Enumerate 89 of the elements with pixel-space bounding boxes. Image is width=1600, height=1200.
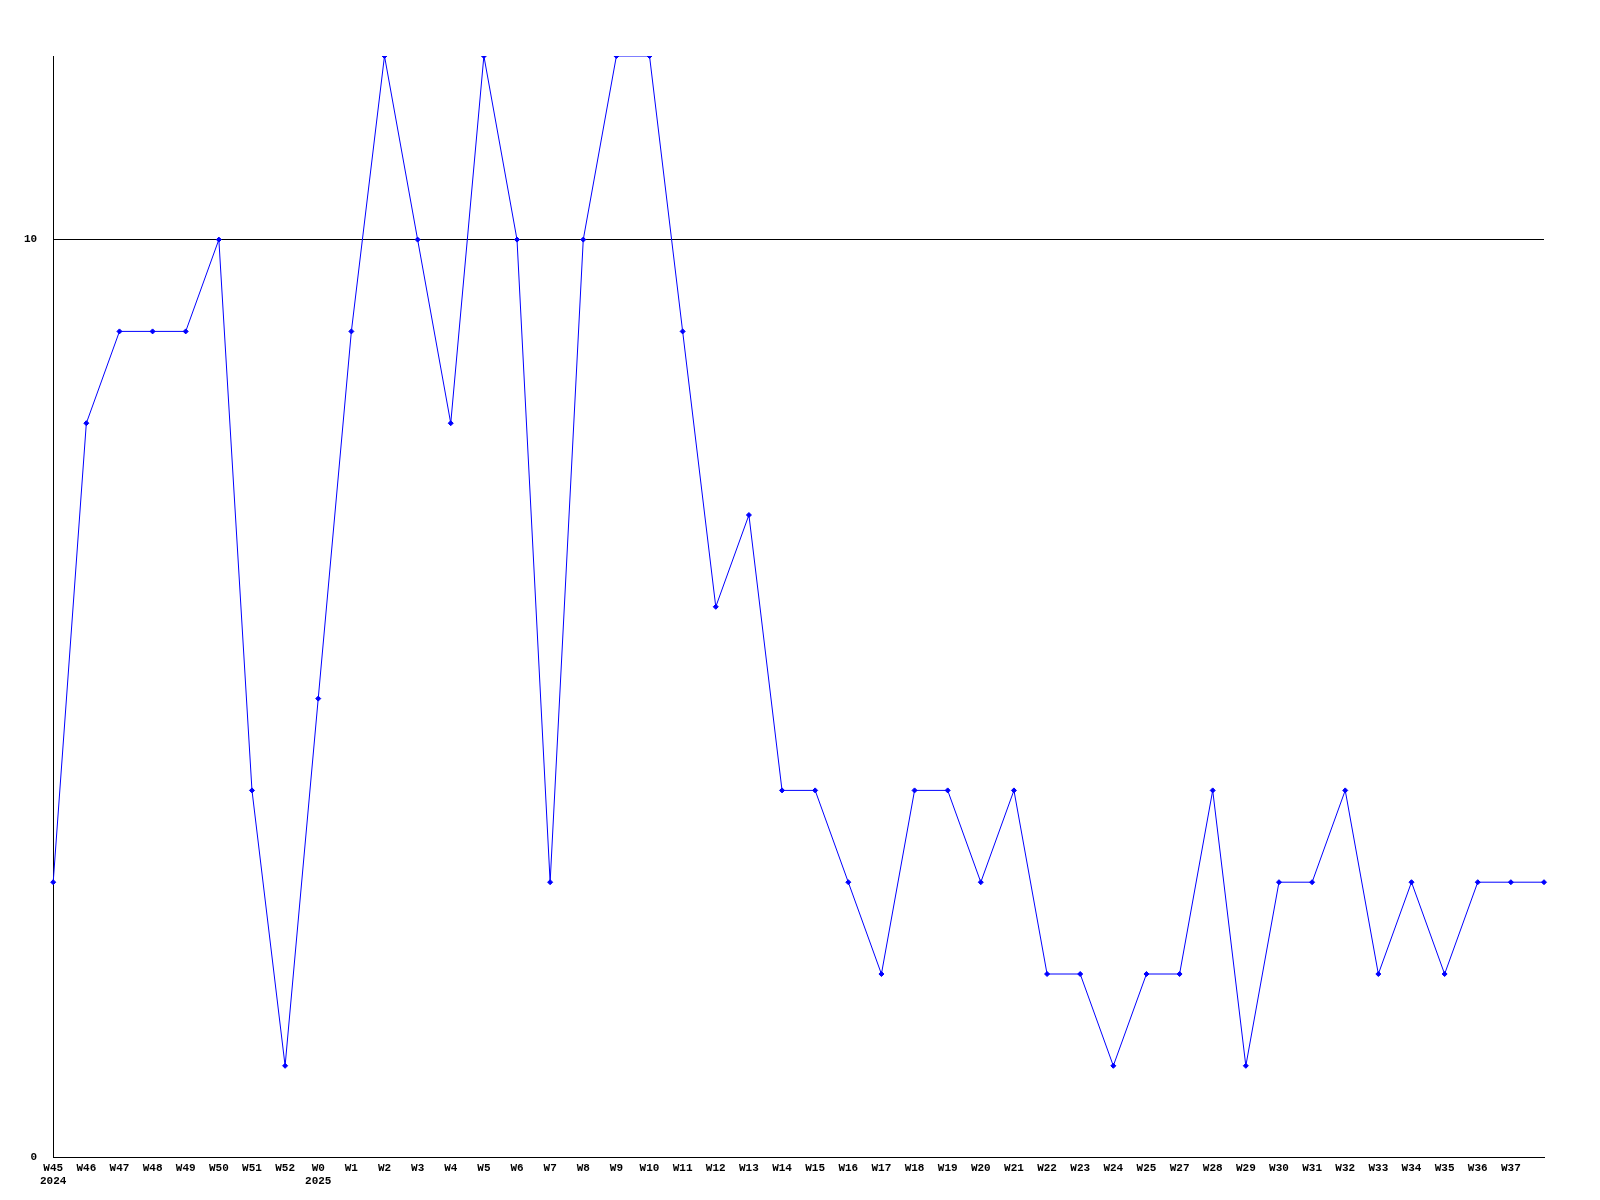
point	[1507, 879, 1514, 886]
point	[248, 787, 255, 794]
point	[414, 236, 421, 243]
point	[812, 787, 819, 794]
point	[1209, 787, 1216, 794]
x-tick-label: W12	[705, 1161, 726, 1174]
x-tick-label: W13	[739, 1161, 760, 1174]
x-tick-label: W49	[175, 1161, 196, 1174]
x-tick-label: W27	[1169, 1161, 1190, 1174]
x-tick-label: W2	[377, 1161, 392, 1174]
point	[149, 328, 156, 335]
x-tick-label: W25	[1136, 1161, 1157, 1174]
point	[1441, 971, 1448, 977]
x-tick-label: W45 2024	[40, 1161, 67, 1188]
x-tick-label: W47	[109, 1161, 130, 1174]
point	[1375, 971, 1382, 977]
point	[944, 787, 951, 794]
point	[1408, 879, 1415, 886]
x-tick-label: W18	[904, 1161, 925, 1174]
x-tick-label: W34	[1401, 1161, 1422, 1174]
x-tick-label: W23	[1070, 1161, 1091, 1174]
point	[1541, 879, 1547, 886]
x-tick-label: W8	[576, 1161, 591, 1174]
point	[514, 236, 521, 243]
point	[547, 879, 554, 886]
point	[1275, 879, 1282, 886]
point	[845, 879, 852, 886]
point	[1242, 1062, 1249, 1069]
x-tick-label: W31	[1302, 1161, 1323, 1174]
point	[1342, 787, 1349, 794]
x-tick-label: W50	[208, 1161, 229, 1174]
x-tick-label: W32	[1335, 1161, 1356, 1174]
point	[1474, 879, 1481, 886]
x-tick-label: W37	[1500, 1161, 1521, 1174]
point	[580, 236, 587, 243]
x-tick-label: W35	[1434, 1161, 1455, 1174]
x-tick-label: W22	[1037, 1161, 1057, 1174]
x-tick-label: W17	[871, 1161, 892, 1174]
y-tick-label: 0	[30, 1151, 38, 1164]
x-tick-label: W19	[937, 1161, 958, 1174]
x-tick-label: W48	[142, 1161, 163, 1174]
point	[712, 603, 719, 610]
x-tick-label: W6	[510, 1161, 524, 1174]
x-tick-label: W28	[1202, 1161, 1224, 1174]
point	[977, 879, 984, 886]
x-tick-label: W51	[242, 1161, 263, 1174]
x-tick-label: W0 2025	[305, 1161, 332, 1188]
point	[1077, 971, 1084, 977]
x-tick-label: W1	[344, 1161, 359, 1174]
point	[1110, 1062, 1117, 1069]
x-tick-label: W46	[76, 1161, 97, 1174]
x-tick-label: W24	[1103, 1161, 1124, 1174]
y-tick-label: 10	[24, 233, 38, 246]
point	[878, 971, 885, 977]
point	[1143, 971, 1150, 977]
x-tick-label: W7	[543, 1161, 557, 1174]
x-tick-label: W14	[772, 1161, 793, 1174]
x-tick-label: W36	[1467, 1161, 1488, 1174]
x-tick-label: W10	[639, 1161, 660, 1174]
x-tick-label: W15	[805, 1161, 826, 1174]
x-tick-label: W30	[1269, 1161, 1289, 1174]
x-tick-label: W29	[1235, 1161, 1256, 1174]
point	[83, 420, 90, 427]
point	[282, 1062, 289, 1069]
point	[1309, 879, 1316, 886]
point	[50, 879, 57, 886]
point	[679, 328, 686, 335]
x-tick-label: W9	[609, 1161, 623, 1174]
point	[745, 512, 752, 518]
point	[1010, 787, 1017, 794]
point	[315, 695, 322, 702]
x-tick-label: W4	[444, 1161, 458, 1174]
point	[215, 236, 222, 243]
point	[182, 328, 189, 335]
x-tick-label: W5	[477, 1161, 491, 1174]
x-tick-label: W33	[1368, 1161, 1389, 1174]
point	[779, 787, 786, 794]
x-tick-label: W11	[672, 1161, 693, 1174]
point	[116, 328, 123, 335]
point	[1044, 971, 1051, 977]
x-tick-label: W3	[411, 1161, 425, 1174]
point	[348, 328, 355, 335]
x-tick-label: W21	[1004, 1161, 1025, 1174]
point	[911, 787, 918, 794]
point	[447, 420, 454, 427]
x-tick-label: W20	[970, 1161, 991, 1174]
x-tick-label: W52	[275, 1161, 296, 1174]
point	[1176, 971, 1183, 977]
x-tick-label: W16	[838, 1161, 859, 1174]
